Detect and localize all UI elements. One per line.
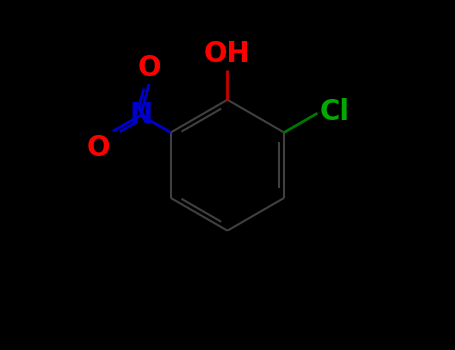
Text: Cl: Cl bbox=[320, 98, 350, 126]
Text: N: N bbox=[129, 101, 152, 129]
Text: O: O bbox=[137, 54, 161, 82]
Text: O: O bbox=[87, 134, 111, 162]
Text: OH: OH bbox=[204, 40, 251, 68]
